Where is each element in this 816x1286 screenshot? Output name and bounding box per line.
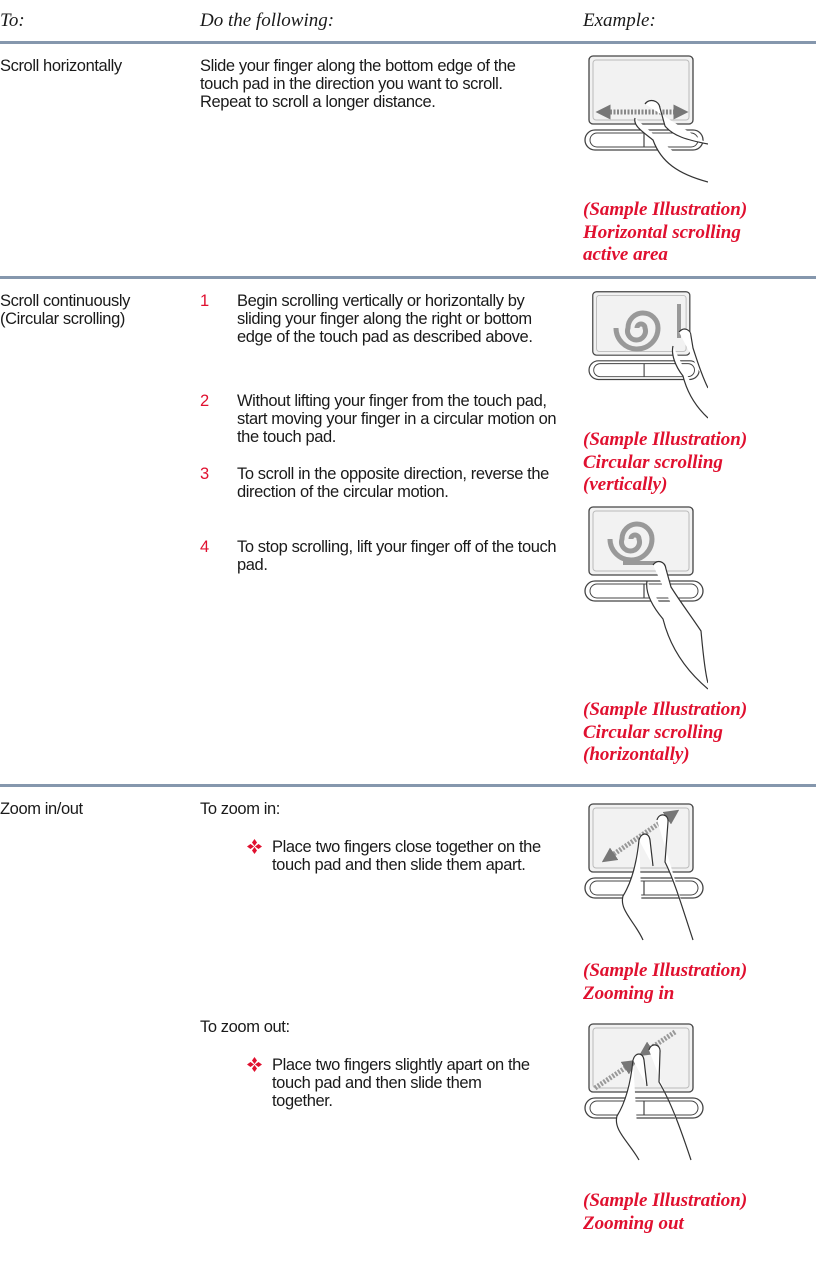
caption-line: Zooming out [583,1212,684,1234]
step-text: To stop scrolling, lift your finger off … [237,538,557,574]
action: Zoom in/out [0,800,83,818]
caption-line: Circular scrolling [583,721,723,743]
caption-line: active area [583,244,668,265]
step-number: 2 [200,392,210,410]
touchpad-illustration [583,52,708,183]
touchpad-illustration [584,506,708,690]
caption-line: (Sample Illustration) [583,1190,748,1211]
caption-line: Zooming in [583,982,675,1004]
action-line: Zoom in/out [0,800,83,818]
action-line: Scroll continuously [0,292,130,310]
caption-line: (Sample Illustration) [583,429,748,450]
caption-line: (Sample Illustration) [583,960,748,981]
bullet-text: Place two fingers slightly apart on the … [272,1056,530,1110]
header-do: Do the following: [200,10,335,31]
header-rule [0,41,816,44]
row-rule [0,784,816,787]
action-line: Scroll horizontally [0,57,122,75]
step-number: 3 [200,465,210,483]
section-heading: To zoom out: [200,1018,290,1036]
action: Scroll horizontally [0,57,122,75]
section-heading: To zoom in: [200,800,280,818]
caption-line: (horizontally) [583,744,690,765]
step-text: Begin scrolling vertically or horizontal… [237,292,533,346]
touchpad-illustration [583,800,708,941]
action: Scroll continuously (Circular scrolling) [0,292,130,328]
step-text: Without lifting your finger from the tou… [237,392,557,446]
caption-line: (Sample Illustration) [583,699,748,720]
row-rule [0,276,816,279]
step-number: 4 [200,538,210,556]
bullet-icon [247,839,262,854]
caption: (Sample Illustration) Circular scrolling… [583,429,747,497]
touchpad-illustration [583,1020,708,1161]
caption: (Sample Illustration) Zooming in [583,960,747,1005]
caption-line: Circular scrolling [583,451,723,473]
touchpad-illustration [583,288,708,419]
caption-line: (Sample Illustration) [583,199,748,220]
description: Slide your finger along the bottom edge … [200,57,516,111]
header-to: To: [0,10,25,31]
caption: (Sample Illustration) Zooming out [583,1190,747,1235]
step-text: To scroll in the opposite direction, rev… [237,465,549,501]
action-line: (Circular scrolling) [0,310,125,328]
bullet-icon [247,1057,262,1072]
caption-line: Horizontal scrolling [583,221,741,243]
caption: (Sample Illustration) Circular scrolling… [583,699,747,767]
caption-line: (vertically) [583,474,668,495]
header-example: Example: [583,10,656,31]
step-number: 1 [200,292,210,310]
caption: (Sample Illustration) Horizontal scrolli… [583,199,747,267]
bullet-text: Place two fingers close together on the … [272,838,541,874]
